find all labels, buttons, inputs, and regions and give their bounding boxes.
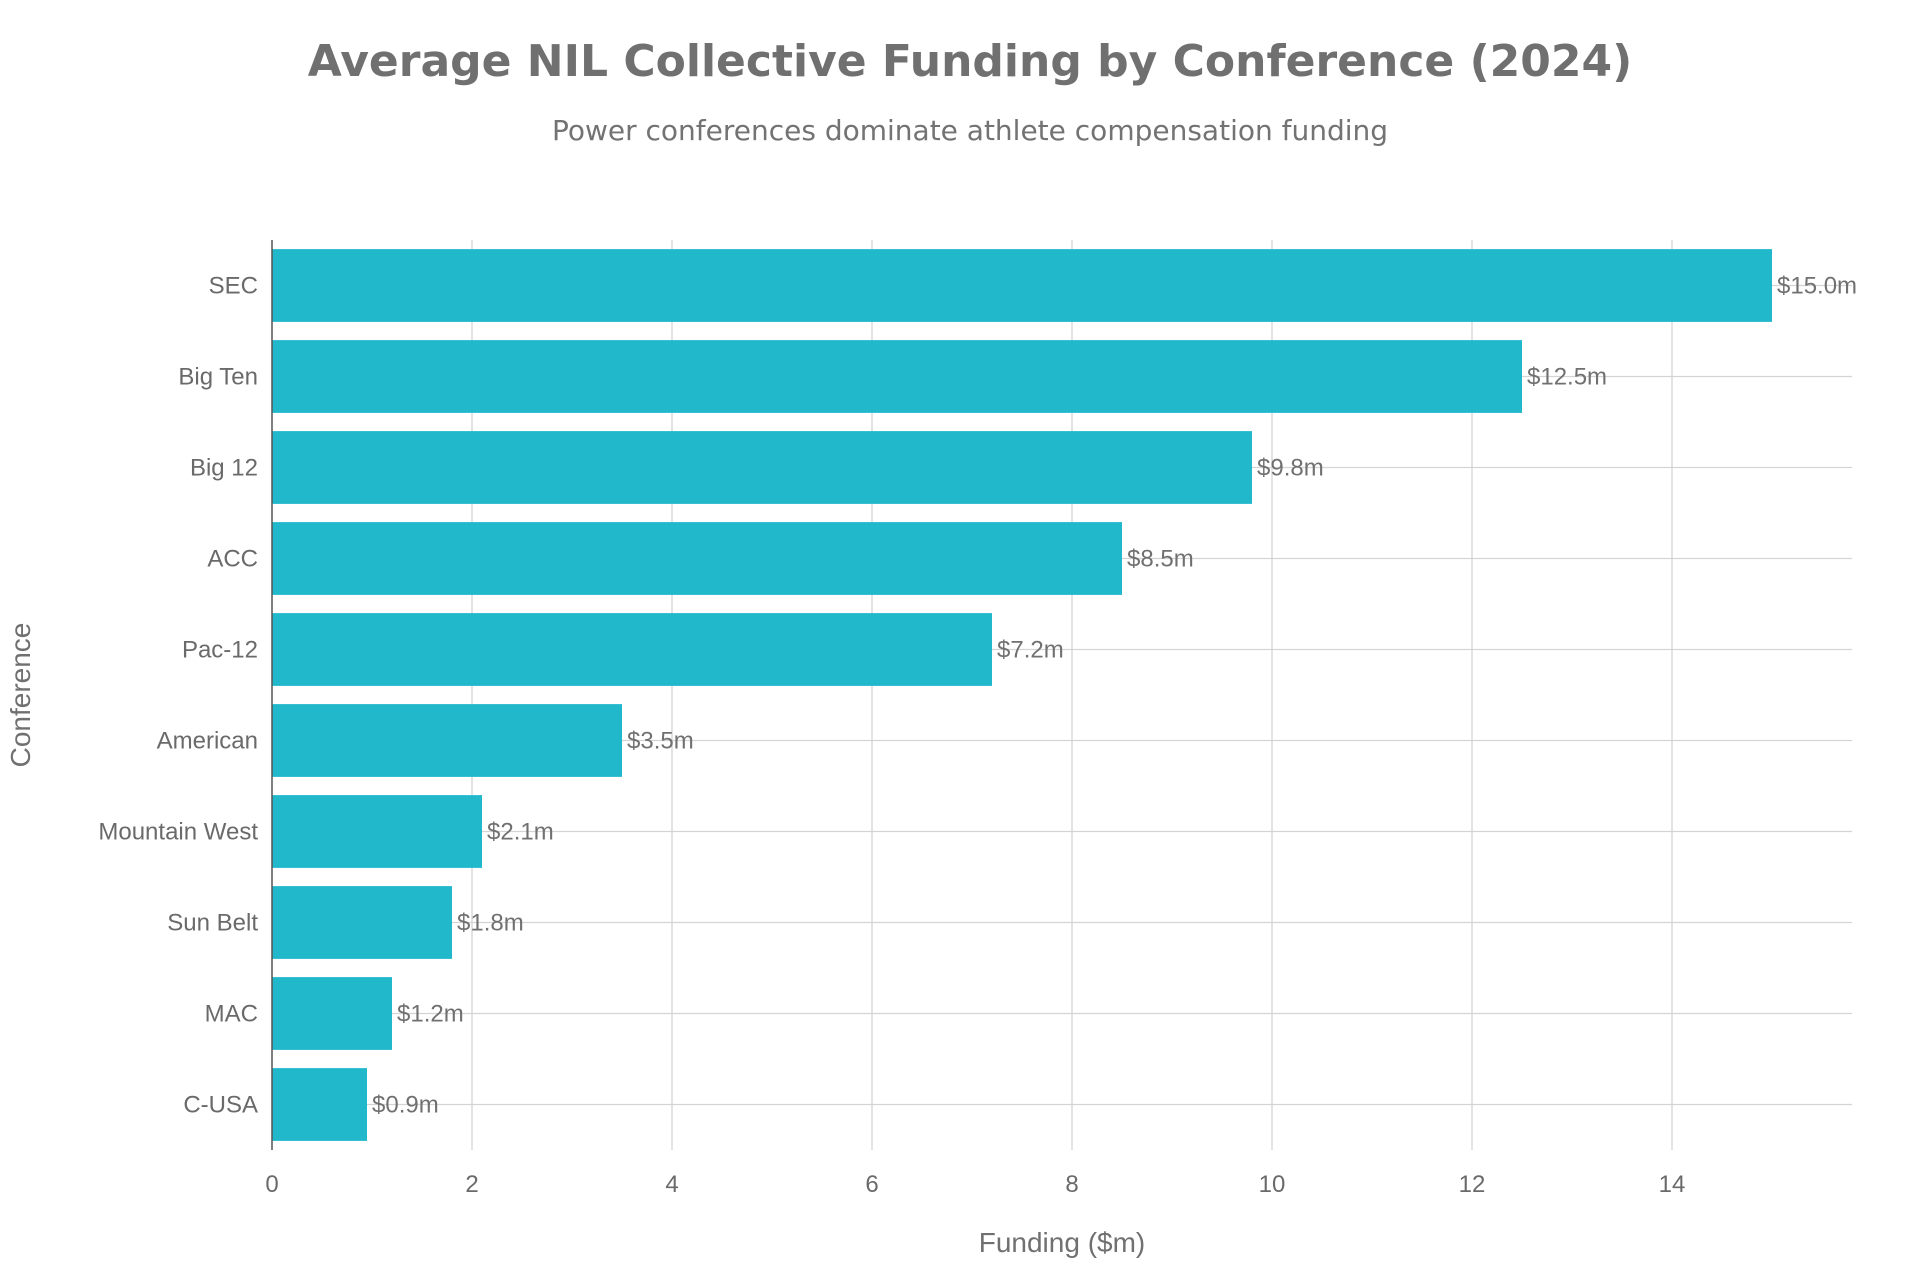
- bar-american: [272, 704, 622, 777]
- value-label: $2.1m: [487, 819, 554, 846]
- category-label: C-USA: [183, 1092, 258, 1119]
- value-label: $7.2m: [997, 637, 1064, 664]
- value-label: $1.8m: [457, 910, 524, 937]
- value-label: $15.0m: [1777, 273, 1857, 300]
- value-label: $1.2m: [397, 1001, 464, 1028]
- bar-sun-belt: [272, 886, 452, 959]
- category-label: American: [157, 728, 258, 755]
- value-label: $12.5m: [1527, 364, 1607, 391]
- category-label: Pac-12: [182, 637, 258, 664]
- category-label: Sun Belt: [167, 910, 258, 937]
- bar-mac: [272, 977, 392, 1050]
- category-label: Big 12: [190, 455, 258, 482]
- value-label: $8.5m: [1127, 546, 1194, 573]
- category-label: SEC: [209, 273, 258, 300]
- value-label: $3.5m: [627, 728, 694, 755]
- value-label: $0.9m: [372, 1092, 439, 1119]
- x-tick-label: 12: [1459, 1171, 1486, 1198]
- chart-title: Average NIL Collective Funding by Confer…: [307, 36, 1633, 87]
- bar-layer: [272, 249, 1772, 1141]
- bar-c-usa: [272, 1068, 367, 1141]
- y-axis-title: Conference: [5, 623, 36, 768]
- bar-big-12: [272, 431, 1252, 504]
- chart-subtitle: Power conferences dominate athlete compe…: [551, 114, 1389, 147]
- bar-big-ten: [272, 340, 1522, 413]
- x-tick-label: 8: [1065, 1171, 1078, 1198]
- x-tick-label: 6: [865, 1171, 878, 1198]
- category-label: Big Ten: [178, 364, 258, 391]
- bar-pac-12: [272, 613, 992, 686]
- x-tick-label: 14: [1659, 1171, 1686, 1198]
- label-layer: 0 2 4 6 8 10 12 14 SEC $15.0m Big Ten $12.5m Big 12 $…: [98, 273, 1857, 1199]
- bar-mountain-west: [272, 795, 482, 868]
- x-tick-label: 4: [665, 1171, 678, 1198]
- bar-sec: [272, 249, 1772, 322]
- category-label: ACC: [207, 546, 258, 573]
- x-tick-label: 10: [1259, 1171, 1286, 1198]
- category-label: MAC: [205, 1001, 258, 1028]
- bar-acc: [272, 522, 1122, 595]
- x-axis-title: Funding ($m): [979, 1227, 1146, 1258]
- x-tick-label: 0: [265, 1171, 278, 1198]
- value-label: $9.8m: [1257, 455, 1324, 482]
- x-tick-label: 2: [465, 1171, 478, 1198]
- category-label: Mountain West: [98, 819, 258, 846]
